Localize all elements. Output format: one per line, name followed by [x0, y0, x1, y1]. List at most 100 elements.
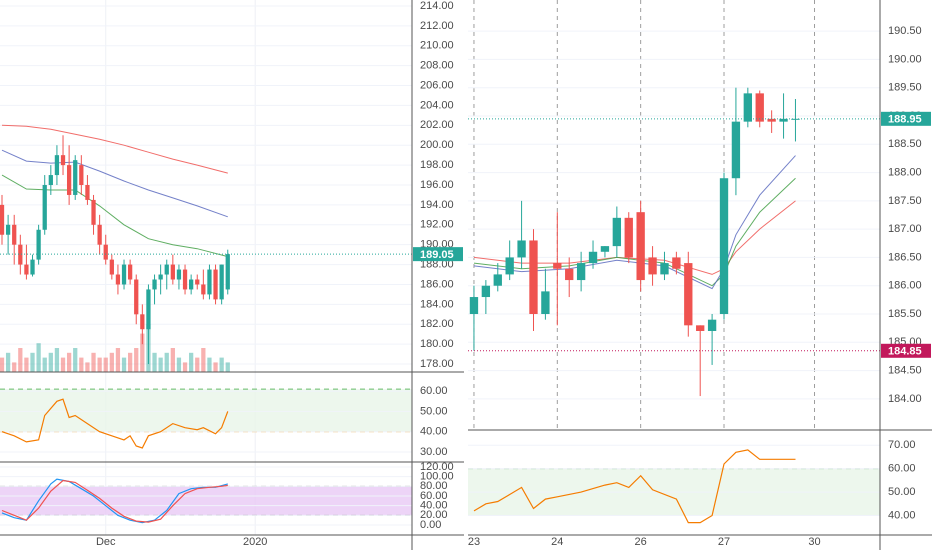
y-tick-label: 70.00 [888, 439, 916, 451]
y-tick-label: 20.00 [420, 509, 448, 521]
candle-body [115, 274, 121, 285]
volume-bar [164, 352, 169, 372]
x-tick-label: 30 [808, 536, 820, 548]
candle-body [612, 217, 622, 247]
volume-bar [54, 348, 60, 372]
candle-body [636, 212, 645, 281]
price-tag-label: 188.95 [888, 114, 922, 126]
indicator-line [1, 479, 228, 523]
y-tick-label: 194.00 [420, 199, 454, 211]
y-tick-label: 186.50 [888, 251, 922, 263]
y-tick-label: 188.00 [888, 166, 922, 178]
candle-body [134, 279, 139, 315]
volume-bar [66, 352, 72, 372]
candle-body [5, 224, 11, 235]
candle-body [684, 263, 693, 326]
y-tick-label: 214.00 [420, 0, 454, 12]
y-tick-label: 40.00 [888, 509, 916, 521]
candle-body [146, 289, 151, 330]
volume-bar [97, 357, 102, 372]
y-tick-label: 60.00 [888, 463, 916, 475]
x-tick-label: 2020 [243, 536, 267, 548]
candle-body [0, 204, 5, 235]
volume-bar [189, 352, 194, 372]
candle-body [140, 314, 145, 330]
y-tick-label: 198.00 [420, 159, 454, 171]
candle-body [97, 224, 102, 245]
candle-body [152, 279, 157, 290]
candle-body [79, 165, 84, 186]
volume-bar [42, 357, 47, 372]
candle-body [201, 284, 206, 295]
x-tick-label: 26 [635, 536, 647, 548]
y-tick-label: 186.00 [420, 278, 454, 290]
candle-body [505, 257, 514, 275]
y-tick-label: 202.00 [420, 119, 454, 131]
volume-bar [225, 362, 230, 372]
candle-body [648, 257, 657, 275]
volume-bar [0, 357, 5, 372]
candle-body [755, 93, 764, 122]
candle-body [42, 185, 47, 230]
candle-body [127, 264, 133, 280]
volume-bar [103, 357, 108, 372]
y-tick-label: 190.00 [888, 53, 922, 65]
candle-body [176, 269, 182, 280]
y-tick-label: 192.00 [420, 219, 454, 231]
candle-body [600, 246, 610, 252]
volume-bar [121, 357, 127, 372]
y-tick-label: 60.00 [420, 385, 448, 397]
candle-body [731, 121, 741, 179]
x-tick-label: 23 [468, 536, 480, 548]
volume-bar [36, 343, 41, 372]
y-tick-label: 80.00 [420, 480, 448, 492]
y-tick-label: 187.00 [888, 223, 922, 235]
candle-body [707, 319, 717, 331]
candle-body [91, 199, 96, 225]
candle-body [719, 178, 729, 315]
x-tick-label: Dec [96, 536, 116, 548]
candle-body [30, 259, 35, 275]
candle-body [672, 257, 681, 269]
y-tick-label: 50.00 [420, 405, 448, 417]
y-tick-label: 196.00 [420, 179, 454, 191]
candle-body [73, 160, 78, 195]
volume-bar [176, 357, 182, 372]
y-tick-label: 188.50 [888, 138, 922, 150]
candle-body [54, 155, 60, 176]
y-tick-label: 188.00 [420, 258, 454, 270]
candle-body [189, 279, 194, 290]
y-tick-label: 187.50 [888, 195, 922, 207]
y-tick-label: 184.00 [420, 298, 454, 310]
volume-bar [158, 357, 163, 372]
indicator-line [1, 478, 228, 524]
candle-body [60, 155, 66, 166]
y-tick-label: 178.00 [420, 358, 454, 370]
candle-body [48, 175, 53, 186]
volume-bar [213, 362, 218, 372]
candle-body [85, 185, 90, 200]
volume-bar [152, 352, 157, 372]
volume-bar [60, 357, 66, 372]
level-band [0, 389, 412, 432]
candle-body [195, 279, 200, 285]
candle-body [24, 264, 29, 275]
volume-bar [91, 352, 96, 372]
y-tick-label: 185.50 [888, 308, 922, 320]
candle-body [481, 285, 491, 298]
volume-bar [109, 352, 114, 372]
volume-bar [219, 357, 224, 372]
candle-body [164, 264, 169, 275]
y-tick-label: 120.00 [420, 461, 454, 473]
y-tick-label: 30.00 [420, 446, 448, 458]
volume-bar [12, 362, 17, 372]
volume-bar [134, 348, 139, 372]
candle-body [529, 240, 538, 315]
y-tick-label: 60.00 [420, 490, 448, 502]
moving-average [473, 177, 796, 287]
price-tag [881, 111, 931, 126]
candle-body [182, 269, 188, 290]
volume-bar [115, 348, 121, 372]
candle-body [158, 274, 163, 280]
